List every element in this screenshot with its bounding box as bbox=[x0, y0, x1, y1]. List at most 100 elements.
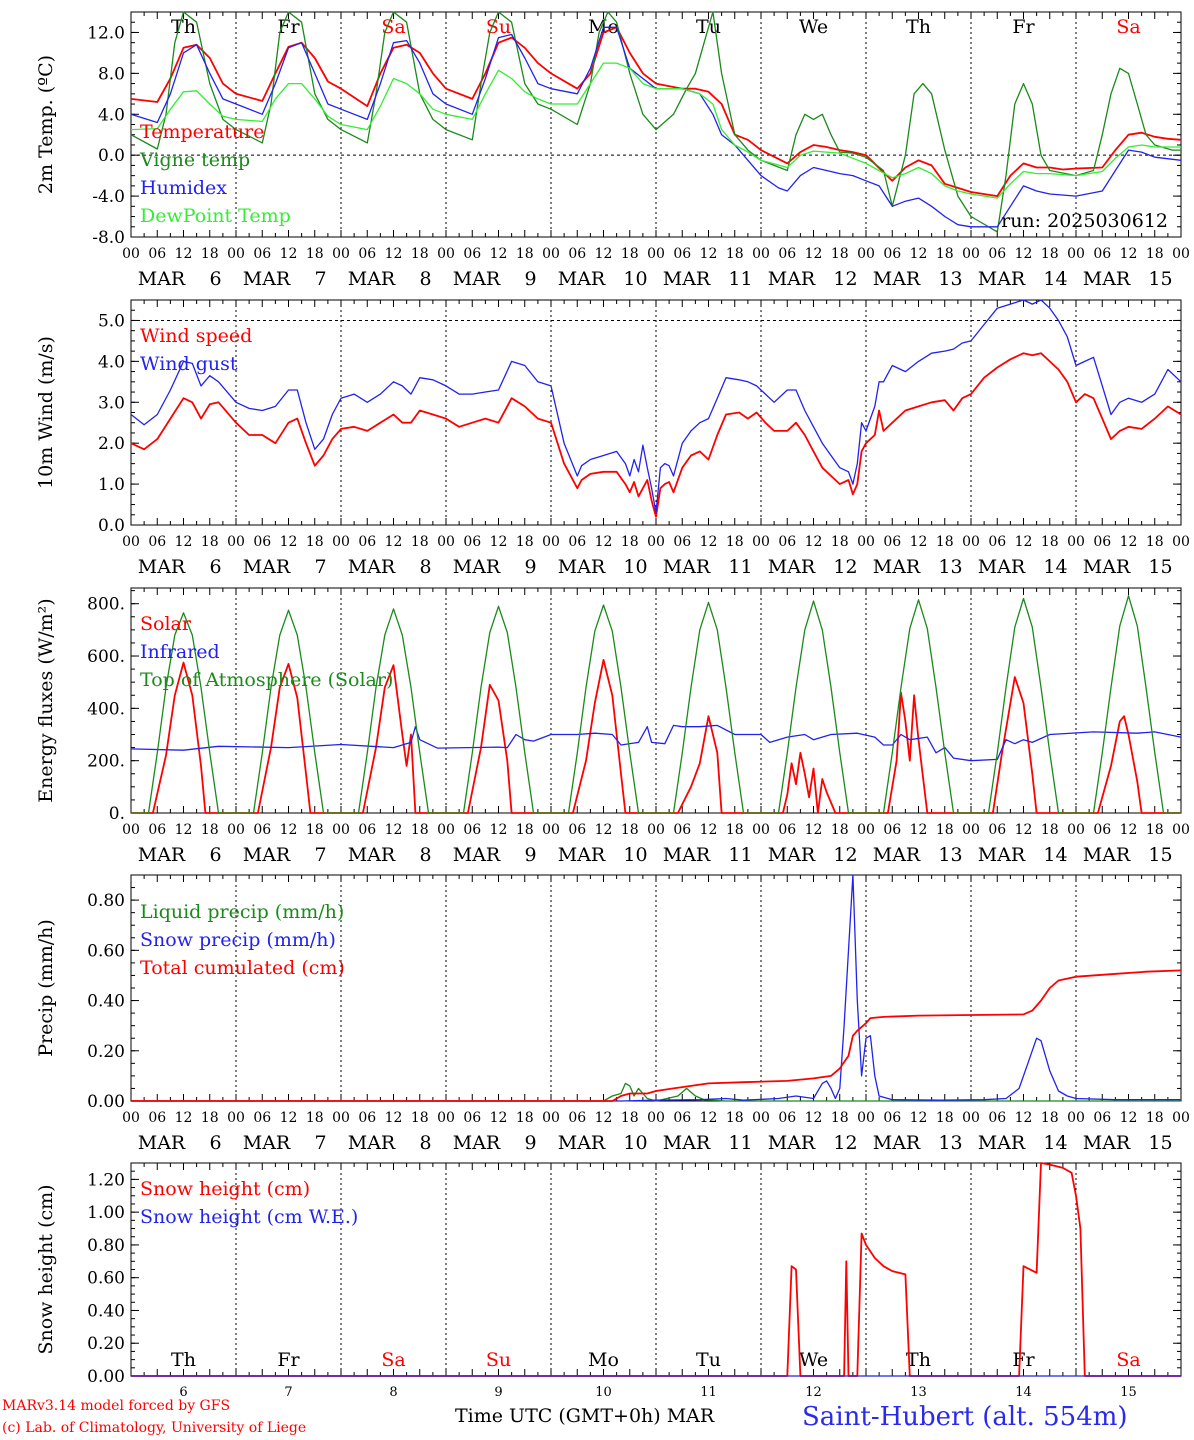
day-number-label: 13 bbox=[938, 844, 962, 866]
hour-tick-label: 00 bbox=[227, 246, 245, 262]
hour-tick-label: 06 bbox=[673, 1110, 691, 1126]
hour-tick-label: 06 bbox=[1093, 534, 1111, 550]
y-tick-label: 0.80 bbox=[87, 1236, 125, 1256]
hour-tick-label: 12 bbox=[910, 1110, 928, 1126]
hour-tick-label: 00 bbox=[752, 246, 770, 262]
y-tick-label: 4.0 bbox=[98, 105, 125, 125]
month-label: MAR bbox=[768, 268, 816, 290]
day-number-label: 10 bbox=[623, 1132, 647, 1154]
hour-tick-label: 00 bbox=[1067, 822, 1085, 838]
y-tick-label: 0.40 bbox=[87, 992, 125, 1012]
hour-tick-label: 06 bbox=[253, 534, 271, 550]
day-number-label: 14 bbox=[1043, 556, 1067, 578]
hour-tick-label: 06 bbox=[568, 822, 586, 838]
hour-tick-label: 12 bbox=[385, 822, 403, 838]
day-number-label: 8 bbox=[389, 1385, 397, 1400]
day-number-label: 8 bbox=[419, 844, 431, 866]
hour-tick-label: 18 bbox=[201, 822, 219, 838]
y-tick-label: 0.20 bbox=[87, 1042, 125, 1062]
hour-tick-label: 12 bbox=[1120, 534, 1138, 550]
station-name: Saint-Hubert (alt. 554m) bbox=[802, 1402, 1128, 1432]
day-number-label: 6 bbox=[209, 268, 221, 290]
hour-tick-label: 18 bbox=[411, 534, 429, 550]
legend-entry: Solar bbox=[140, 613, 192, 635]
hour-tick-label: 12 bbox=[805, 534, 823, 550]
month-label: MAR bbox=[663, 844, 711, 866]
hour-tick-label: 12 bbox=[595, 822, 613, 838]
hour-tick-label: 00 bbox=[227, 822, 245, 838]
hour-tick-label: 06 bbox=[358, 246, 376, 262]
hour-tick-label: 12 bbox=[1015, 1110, 1033, 1126]
hour-tick-label: 00 bbox=[542, 534, 560, 550]
hour-tick-label: 18 bbox=[411, 822, 429, 838]
day-number-label: 9 bbox=[524, 1132, 536, 1154]
hour-tick-label: 12 bbox=[910, 534, 928, 550]
hour-tick-label: 06 bbox=[1093, 822, 1111, 838]
hour-tick-label: 06 bbox=[778, 534, 796, 550]
month-label: MAR bbox=[453, 556, 501, 578]
weekday-label: Fr bbox=[277, 1349, 300, 1371]
weekday-label: Tu bbox=[696, 1349, 721, 1371]
hour-tick-label: 06 bbox=[253, 246, 271, 262]
day-number-label: 14 bbox=[1043, 844, 1067, 866]
series-line bbox=[130, 62, 1181, 199]
weekday-label: Sa bbox=[1116, 1349, 1140, 1371]
hour-tick-label: 18 bbox=[726, 822, 744, 838]
hour-tick-label: 12 bbox=[1015, 246, 1033, 262]
hour-tick-label: 18 bbox=[831, 246, 849, 262]
day-number-label: 8 bbox=[419, 268, 431, 290]
day-number-label: 8 bbox=[419, 1132, 431, 1154]
y-tick-label: 3.0 bbox=[98, 393, 125, 413]
hour-tick-label: 12 bbox=[805, 1110, 823, 1126]
day-number-label: 12 bbox=[833, 268, 857, 290]
hour-tick-label: 00 bbox=[332, 246, 350, 262]
hour-tick-label: 00 bbox=[1067, 246, 1085, 262]
day-number-label: 6 bbox=[209, 556, 221, 578]
weekday-label: Sa bbox=[1116, 16, 1140, 38]
legend-entry: Liquid precip (mm/h) bbox=[140, 901, 344, 923]
month-label: MAR bbox=[768, 556, 816, 578]
hour-tick-label: 06 bbox=[358, 822, 376, 838]
hour-tick-label: 06 bbox=[463, 246, 481, 262]
y-axis-title: Snow height (cm) bbox=[35, 1184, 57, 1354]
panel-3: 800. 600. 400. 200. 0. Energy fluxes (W/m²) 00… bbox=[35, 587, 1190, 866]
day-number-label: 7 bbox=[314, 1132, 326, 1154]
weekday-label: Fr bbox=[1012, 16, 1035, 38]
hour-tick-label: 06 bbox=[673, 822, 691, 838]
hour-tick-label: 06 bbox=[463, 1110, 481, 1126]
hour-tick-label: 06 bbox=[988, 246, 1006, 262]
hour-tick-label: 12 bbox=[595, 1110, 613, 1126]
month-label: MAR bbox=[348, 1132, 396, 1154]
y-tick-label: 8.0 bbox=[98, 64, 125, 84]
day-number-label: 13 bbox=[938, 268, 962, 290]
month-label: MAR bbox=[558, 1132, 606, 1154]
day-number-label: 10 bbox=[623, 844, 647, 866]
day-number-label: 6 bbox=[179, 1385, 187, 1400]
legend-entry: Top of Atmosphere (Solar) bbox=[140, 669, 393, 691]
hour-tick-label: 06 bbox=[463, 534, 481, 550]
y-tick-label: 0.60 bbox=[87, 941, 125, 961]
hour-tick-label: 00 bbox=[122, 822, 140, 838]
day-number-label: 15 bbox=[1148, 844, 1172, 866]
weekday-label: Su bbox=[486, 16, 511, 38]
y-tick-label: 1.00 bbox=[87, 1203, 125, 1223]
hour-tick-label: 18 bbox=[1041, 1110, 1059, 1126]
hour-tick-label: 00 bbox=[437, 1110, 455, 1126]
copyright-credit: (c) Lab. of Climatology, University of L… bbox=[2, 1420, 307, 1436]
y-tick-label: 0.0 bbox=[98, 146, 125, 166]
month-label: MAR bbox=[663, 556, 711, 578]
hour-tick-label: 12 bbox=[280, 534, 298, 550]
month-label: MAR bbox=[1083, 1132, 1131, 1154]
y-tick-label: 0.60 bbox=[87, 1269, 125, 1289]
day-number-label: 7 bbox=[284, 1385, 292, 1400]
hour-tick-label: 06 bbox=[883, 822, 901, 838]
month-label: MAR bbox=[138, 268, 186, 290]
day-number-label: 15 bbox=[1148, 1132, 1172, 1154]
month-label: MAR bbox=[1083, 844, 1131, 866]
hour-tick-label: 18 bbox=[831, 822, 849, 838]
y-axis-title: 2m Temp. (ºC) bbox=[35, 55, 57, 194]
hour-tick-label: 00 bbox=[752, 822, 770, 838]
hour-tick-label: 18 bbox=[411, 246, 429, 262]
y-tick-label: 600. bbox=[87, 647, 125, 667]
hour-tick-label: 00 bbox=[647, 1110, 665, 1126]
